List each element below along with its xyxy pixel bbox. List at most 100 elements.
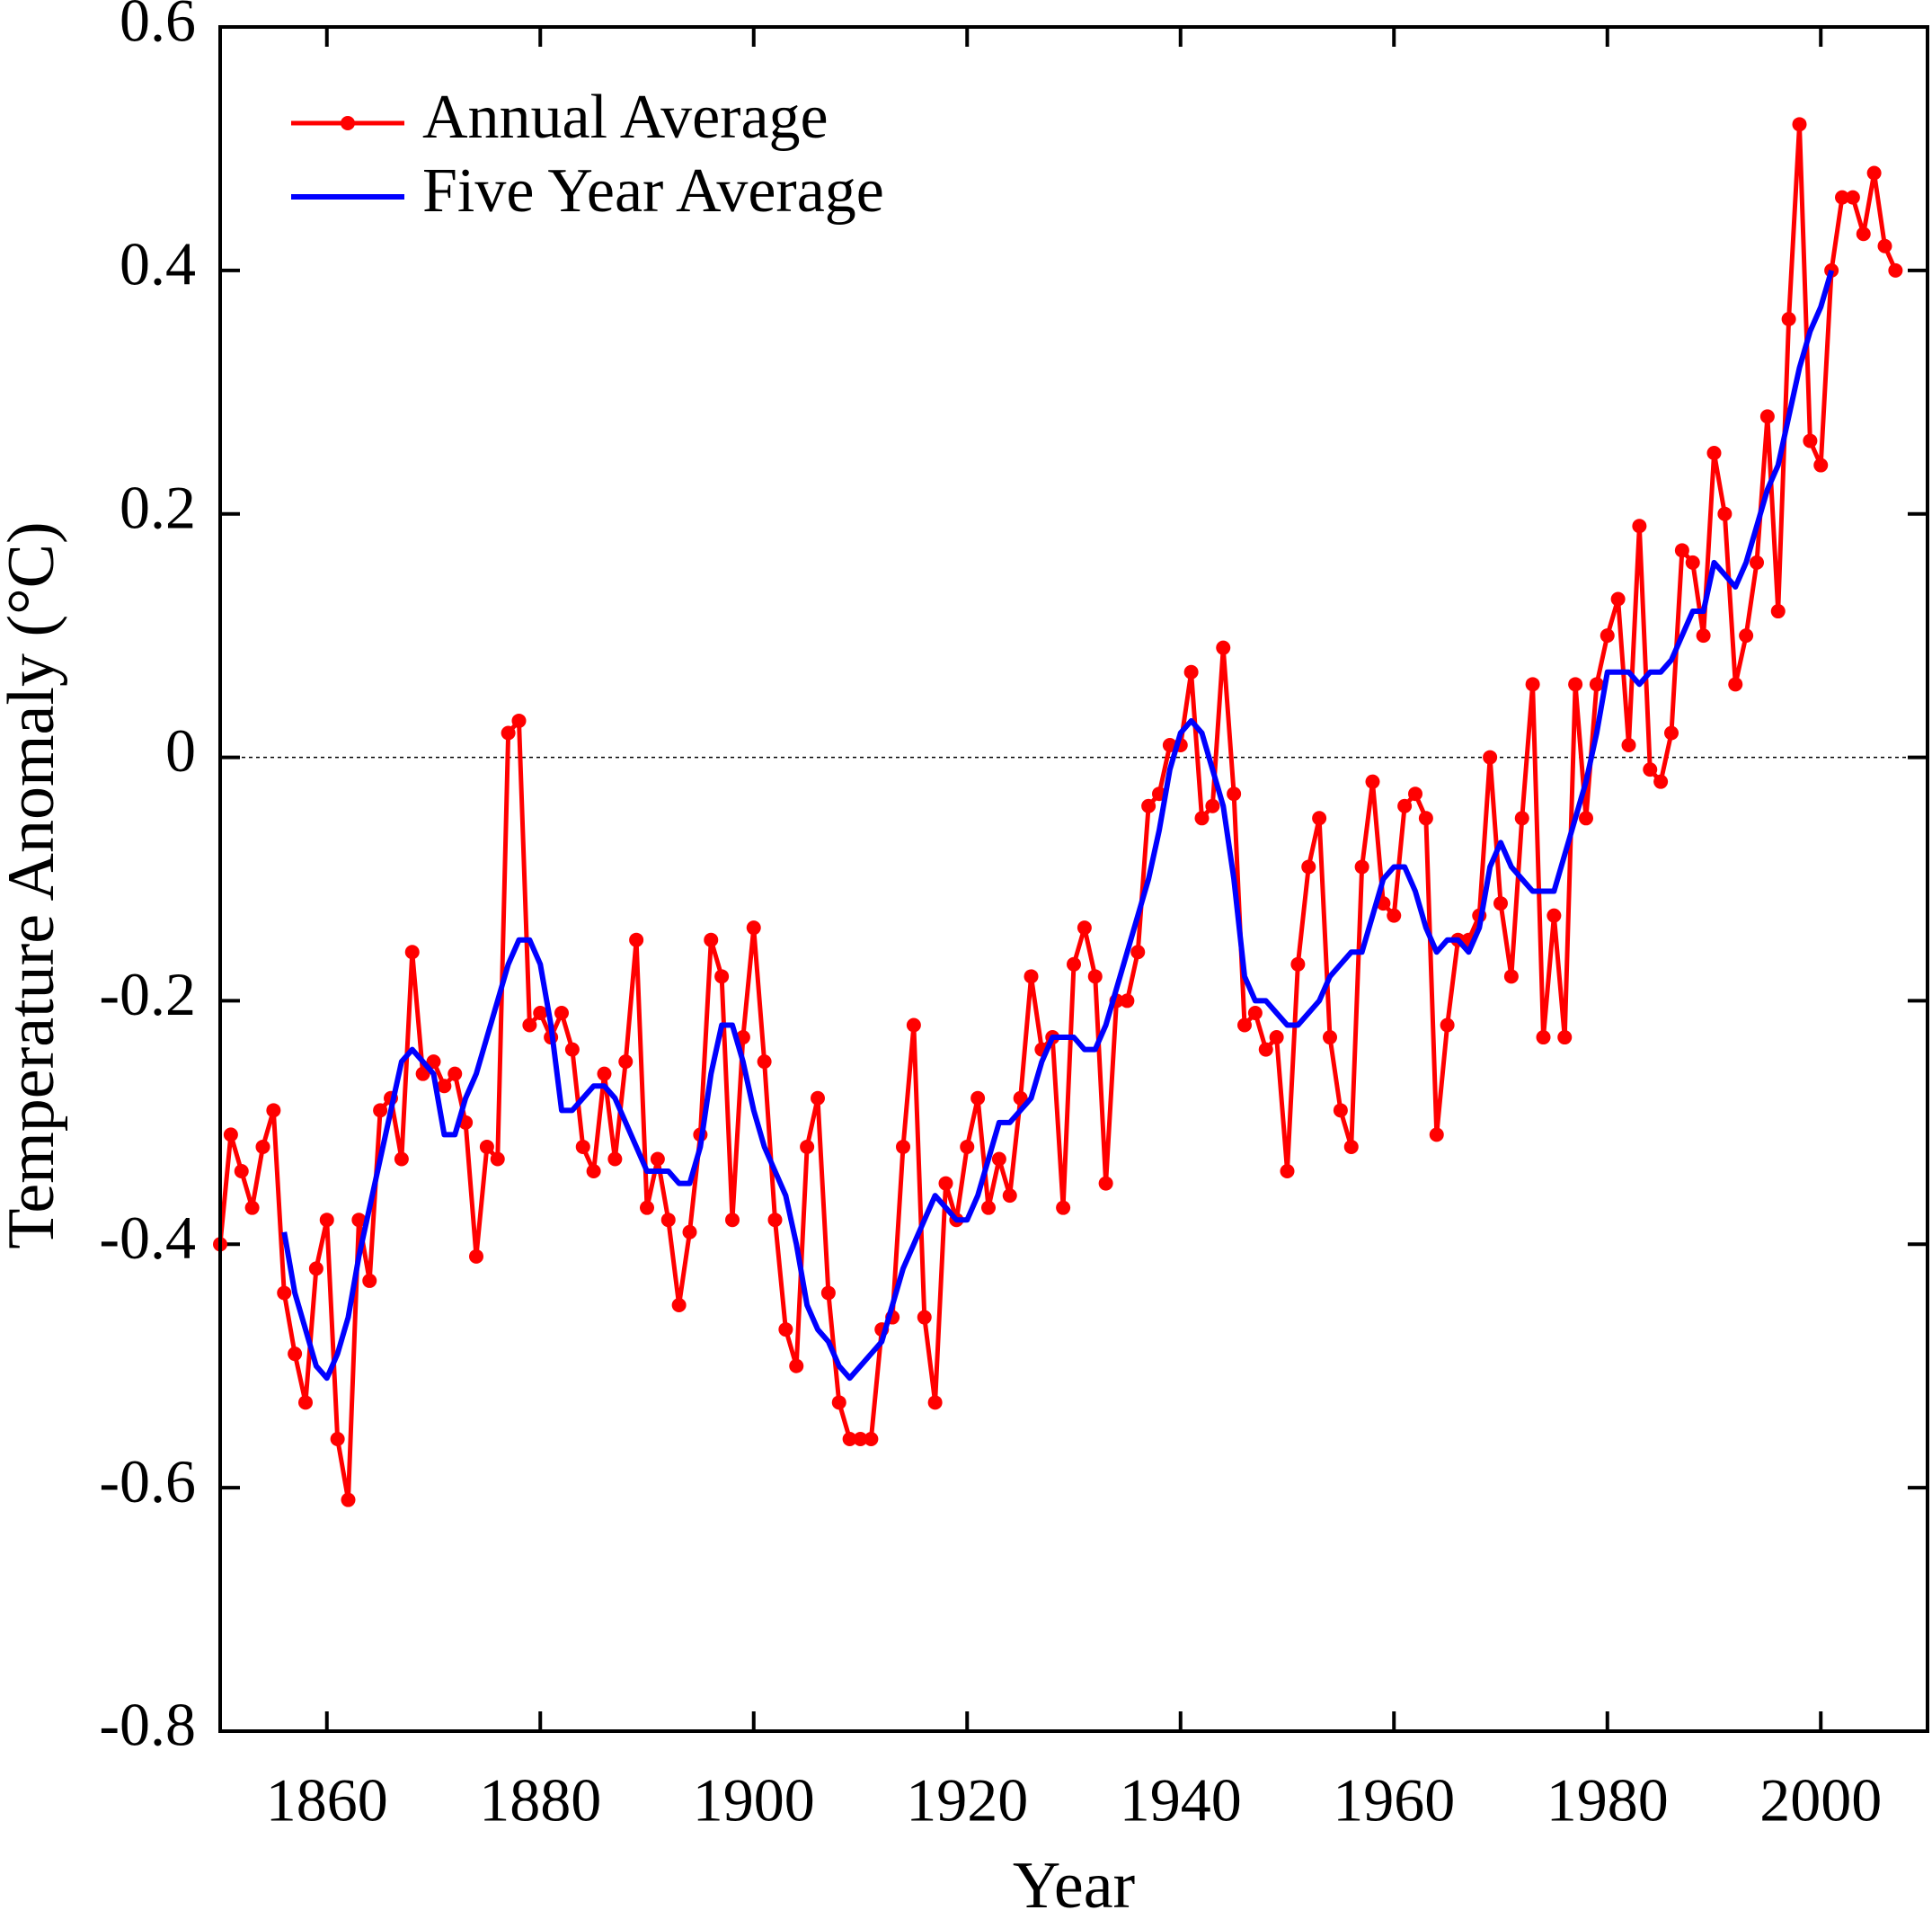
data-point	[1621, 738, 1636, 753]
data-point	[618, 1054, 634, 1070]
data-point	[1803, 433, 1818, 449]
plot-frame	[218, 25, 1929, 1733]
data-point	[298, 1395, 313, 1410]
data-point	[1067, 956, 1081, 972]
data-point	[1429, 1127, 1444, 1142]
data-point	[415, 1066, 430, 1081]
data-point	[1728, 677, 1743, 692]
data-point	[896, 1139, 910, 1154]
x-tick-label: 1880	[479, 1766, 601, 1835]
data-point	[1503, 969, 1519, 984]
y-tick-label: -0.2	[99, 960, 196, 1028]
y-tick-label: -0.6	[99, 1447, 196, 1515]
data-point	[1280, 1164, 1295, 1179]
data-point	[607, 1151, 623, 1167]
data-point	[1098, 1176, 1113, 1191]
data-point	[404, 945, 420, 960]
data-point	[597, 1066, 612, 1081]
data-point	[927, 1395, 943, 1410]
data-point	[1781, 312, 1796, 327]
data-point	[586, 1164, 601, 1179]
x-tick-label: 2000	[1759, 1766, 1882, 1835]
data-point	[1216, 640, 1231, 655]
data-point	[650, 1151, 665, 1167]
data-point	[640, 1200, 654, 1215]
data-point	[564, 1042, 580, 1057]
y-tick-label: 0.4	[120, 229, 196, 298]
data-point	[1333, 1103, 1348, 1118]
x-tick-label: 1980	[1546, 1766, 1669, 1835]
data-point	[1120, 993, 1135, 1008]
data-point	[1258, 1042, 1273, 1057]
data-point	[1536, 1030, 1551, 1045]
y-tick-label: 0.6	[120, 0, 196, 55]
data-point	[223, 1127, 238, 1142]
data-point	[1227, 786, 1242, 802]
data-point	[778, 1322, 793, 1337]
y-tick-label: 0.2	[120, 473, 196, 541]
data-point	[1077, 920, 1092, 936]
data-point	[1525, 677, 1540, 692]
data-point	[1408, 786, 1422, 802]
data-point	[704, 932, 719, 947]
data-point	[1397, 798, 1413, 813]
data-point	[1674, 543, 1689, 558]
x-axis-label: Year	[1013, 1849, 1135, 1923]
data-point	[1717, 506, 1733, 521]
data-point	[746, 920, 761, 936]
data-point	[234, 1164, 249, 1179]
data-point	[725, 1213, 740, 1228]
data-point	[1493, 896, 1508, 911]
data-point	[789, 1358, 804, 1373]
data-point	[1087, 969, 1103, 984]
data-point	[341, 1492, 356, 1507]
data-point	[1247, 1005, 1263, 1020]
data-point	[501, 725, 516, 741]
data-point	[1568, 677, 1583, 692]
data-point	[1845, 190, 1860, 205]
y-tick-label: -0.4	[99, 1204, 196, 1272]
data-point	[853, 1431, 868, 1446]
data-point	[554, 1005, 569, 1020]
data-point	[437, 1079, 452, 1094]
data-point	[757, 1054, 772, 1070]
data-point	[1835, 190, 1849, 205]
data-point	[522, 1017, 537, 1033]
data-point	[1312, 811, 1327, 826]
data-point	[864, 1431, 879, 1446]
data-point	[714, 969, 730, 984]
data-point	[1888, 262, 1903, 278]
data-point	[1632, 519, 1647, 534]
data-point	[362, 1273, 377, 1288]
data-point	[1013, 1090, 1028, 1106]
data-point	[373, 1103, 388, 1118]
data-point	[511, 713, 527, 728]
data-point	[277, 1285, 292, 1301]
data-point	[1856, 227, 1871, 242]
data-point	[426, 1054, 441, 1070]
data-point	[308, 1261, 323, 1276]
data-point	[1546, 908, 1562, 923]
data-point	[811, 1090, 825, 1106]
data-point	[1002, 1188, 1017, 1204]
data-point	[1183, 664, 1199, 680]
data-point	[1194, 811, 1210, 826]
data-point	[1301, 859, 1316, 875]
x-tick-label: 1920	[906, 1766, 1028, 1835]
data-point	[448, 1066, 463, 1081]
data-point	[1557, 1030, 1573, 1045]
y-axis-label: Temperature Anomaly (°C)	[0, 521, 68, 1248]
data-point	[1792, 117, 1807, 132]
data-point	[351, 1213, 367, 1228]
data-point	[479, 1139, 494, 1154]
data-point	[1866, 165, 1882, 181]
data-point	[800, 1139, 815, 1154]
data-point	[394, 1151, 409, 1167]
data-point	[1130, 945, 1146, 960]
data-point	[917, 1310, 932, 1325]
data-point	[330, 1431, 345, 1446]
data-point	[490, 1151, 505, 1167]
data-point	[1813, 458, 1829, 473]
y-tick-label: -0.8	[99, 1691, 196, 1759]
